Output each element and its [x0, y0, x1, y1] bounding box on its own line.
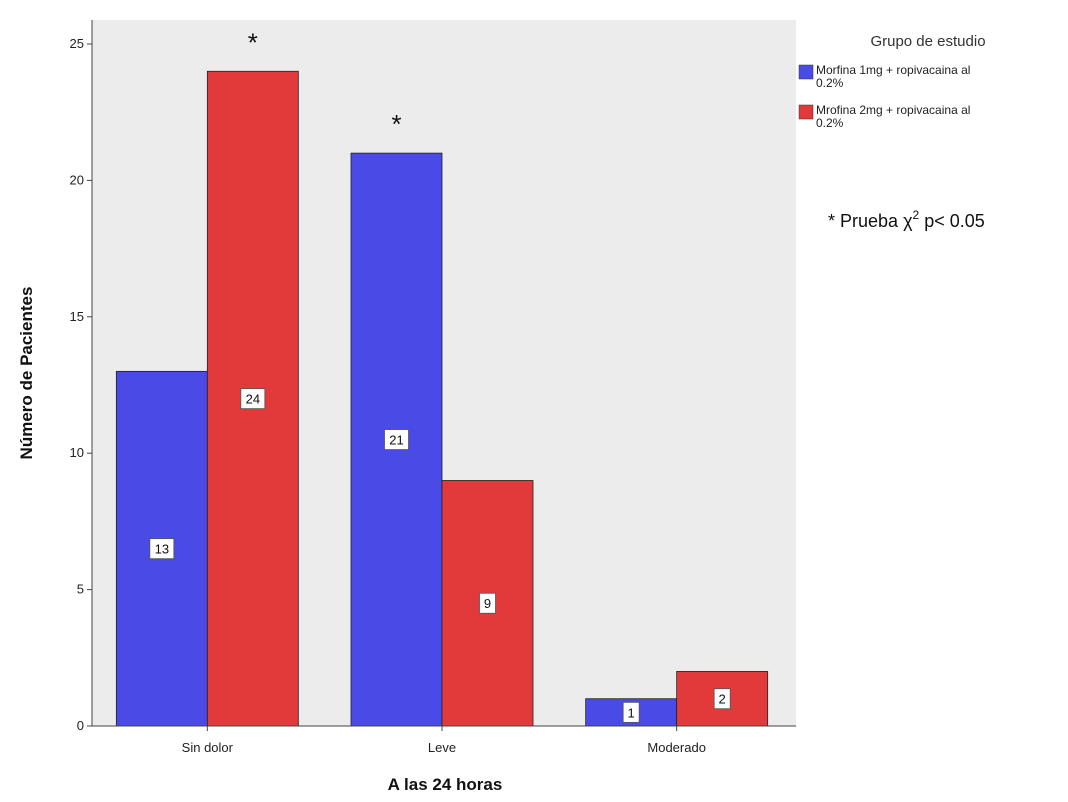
- legend-label-line2: 0.2%: [816, 76, 844, 90]
- data-label: 21: [389, 433, 403, 448]
- x-tick-label: Sin dolor: [182, 740, 234, 755]
- note-prefix: * Prueba: [828, 211, 903, 231]
- x-tick-label: Leve: [428, 740, 456, 755]
- legend-title: Grupo de estudio: [870, 33, 985, 50]
- significance-note: * Prueba χ2 p< 0.05: [828, 208, 985, 231]
- chi-superscript: 2: [913, 208, 920, 222]
- data-label: 2: [719, 692, 726, 707]
- legend: Grupo de estudio Morfina 1mg + ropivacai…: [798, 33, 986, 130]
- legend-swatch: [798, 64, 814, 80]
- y-tick-label: 5: [77, 582, 84, 597]
- significance-star: *: [391, 109, 401, 139]
- data-label: 24: [246, 392, 260, 407]
- legend-label: Morfina 1mg + ropivacaina al: [816, 63, 970, 77]
- y-tick-label: 20: [70, 172, 84, 187]
- y-tick-label: 10: [70, 445, 84, 460]
- y-axis-title: Número de Pacientes: [17, 287, 36, 460]
- y-tick-label: 25: [70, 36, 84, 51]
- legend-label: Mrofina 2mg + ropivacaina al: [816, 103, 970, 117]
- note-suffix: p< 0.05: [919, 211, 985, 231]
- data-label-box: [384, 429, 409, 450]
- data-label-box: [713, 688, 731, 710]
- data-label-box: [622, 701, 640, 723]
- y-tick-label: 0: [77, 718, 84, 733]
- data-label: 1: [628, 705, 635, 720]
- chi-symbol: χ: [903, 211, 913, 231]
- data-label-box: [479, 592, 496, 614]
- data-label-box: [240, 388, 266, 410]
- data-label-box: [149, 538, 175, 560]
- x-tick-label: Moderado: [647, 740, 706, 755]
- legend-label-line2: 0.2%: [816, 116, 844, 130]
- x-axis-title: A las 24 horas: [388, 775, 503, 794]
- legend-swatch: [798, 104, 814, 120]
- y-tick-label: 15: [70, 309, 84, 324]
- data-label: 13: [155, 542, 169, 557]
- significance-star: *: [248, 27, 258, 57]
- data-label: 9: [484, 596, 491, 611]
